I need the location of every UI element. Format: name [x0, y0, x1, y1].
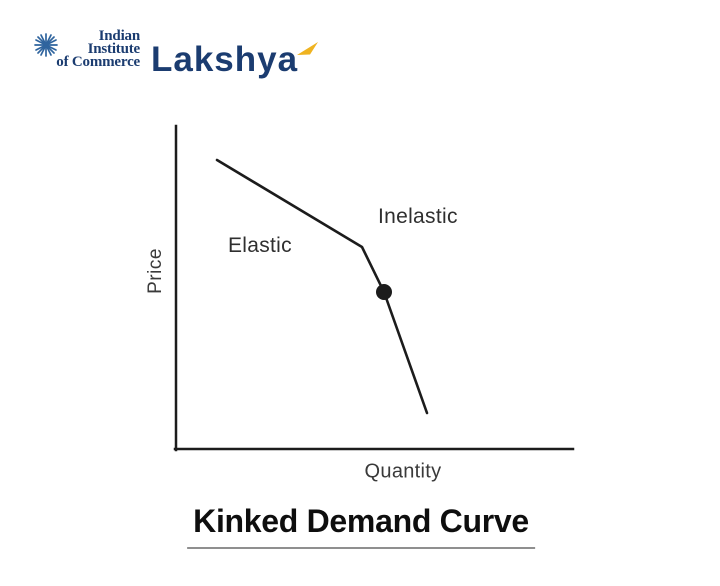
snowflake-icon: [34, 33, 58, 57]
kink-point-dot: [376, 284, 392, 300]
institute-line-2: Institute: [87, 41, 141, 57]
annotation-elastic: Elastic: [228, 234, 292, 257]
chart-title: Kinked Demand Curve: [187, 503, 535, 549]
brand-wordmark: Lakshya: [151, 40, 299, 79]
institute-line-1: Indian: [98, 28, 141, 44]
institute-line-3: of Commerce: [56, 54, 140, 70]
x-axis-label: Quantity: [364, 460, 442, 483]
institute-name: Indian Institute of Commerce: [34, 28, 141, 70]
demand-curve-line: [215, 158, 429, 415]
y-axis-label: Price: [145, 248, 166, 294]
annotation-inelastic: Inelastic: [378, 205, 458, 228]
